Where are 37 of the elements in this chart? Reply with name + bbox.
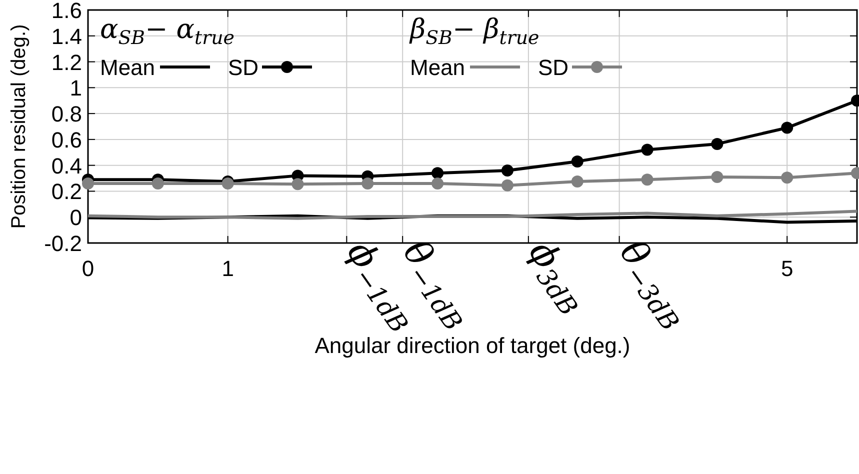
point — [292, 178, 304, 190]
point — [571, 176, 584, 188]
point — [641, 174, 654, 186]
annotation: β$_{SB}$− β$_{true}$ — [409, 14, 540, 49]
x-tick-label: 1 — [222, 256, 234, 281]
legend-label: Mean — [100, 55, 156, 80]
point — [641, 144, 654, 156]
y-tick-label: 0.2 — [51, 179, 82, 204]
y-tick-label: 0.4 — [51, 153, 82, 178]
y-tick-label: 0 — [70, 205, 82, 230]
y-tick-label: 1.2 — [51, 50, 82, 75]
point — [432, 167, 444, 180]
x-tick-label: 5 — [780, 256, 794, 281]
y-tick-label: 0.8 — [51, 102, 82, 127]
point — [571, 155, 584, 168]
legend-label: SD — [228, 55, 259, 80]
x-axis-title: Angular direction of target (deg.) — [314, 333, 630, 358]
y-tick-label: 1.4 — [51, 24, 82, 49]
point — [82, 177, 94, 190]
point — [501, 164, 514, 177]
y-tick-label: 1.6 — [51, 0, 82, 23]
point — [781, 172, 794, 184]
y-tick-label: 1 — [70, 76, 82, 101]
point — [432, 177, 444, 190]
y-tick-label: 0.6 — [51, 127, 82, 152]
y-tick-label: -0.2 — [44, 231, 82, 256]
legend-label: Mean — [410, 55, 466, 80]
line-series — [86, 210, 858, 220]
legend-label: SD — [538, 55, 569, 80]
point — [362, 177, 374, 190]
point — [711, 138, 724, 150]
point — [711, 170, 724, 183]
y-axis-title: Position residual (deg.) — [8, 24, 30, 229]
point — [781, 122, 794, 134]
annotation: α$_{SB}$− α$_{true}$ — [100, 14, 234, 49]
point — [501, 179, 514, 192]
point — [152, 177, 164, 190]
